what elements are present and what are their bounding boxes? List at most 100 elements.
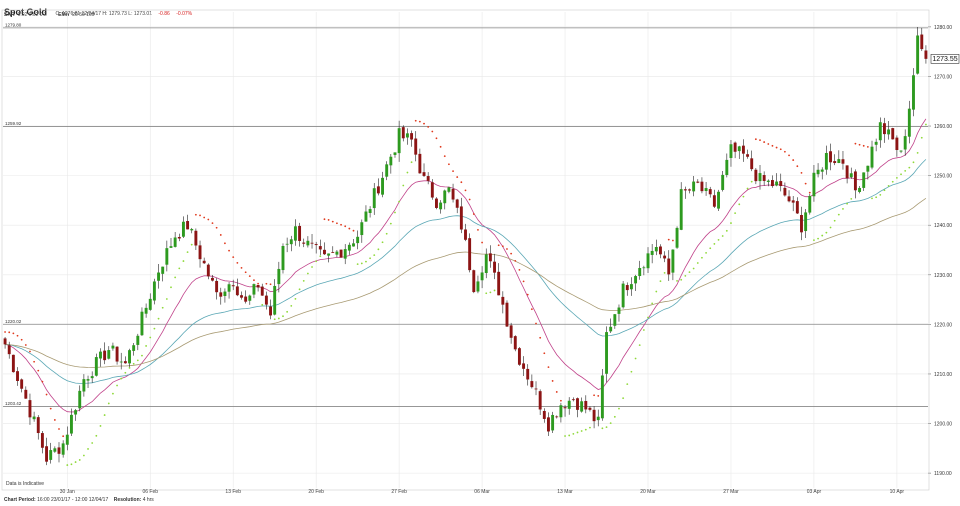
sar-dot	[153, 327, 156, 330]
candle	[530, 374, 534, 389]
candle	[522, 356, 526, 376]
sar-dot	[174, 276, 177, 279]
candle-body	[621, 283, 625, 308]
candle-body	[45, 446, 49, 462]
candle-body	[74, 410, 78, 415]
candle	[343, 244, 347, 265]
candle-body	[148, 298, 152, 310]
candle-body	[90, 376, 94, 379]
candle-body	[426, 176, 430, 181]
candle-body	[451, 188, 455, 200]
sar-dot	[253, 279, 255, 282]
sar-dot	[808, 191, 811, 194]
sar-dot	[584, 428, 587, 431]
candle-body	[849, 173, 853, 178]
candle	[663, 251, 667, 263]
candle	[584, 395, 588, 414]
sar-dot	[667, 238, 670, 241]
candle	[866, 165, 870, 180]
candle-body	[368, 209, 372, 213]
candle	[505, 300, 509, 328]
sar-dot	[891, 180, 894, 183]
sar-dot	[696, 262, 699, 264]
candle-body	[310, 242, 314, 244]
candle-body	[223, 291, 227, 296]
candle	[78, 385, 82, 412]
sar-dot	[20, 338, 23, 341]
candle	[123, 356, 127, 364]
sar-dot	[485, 292, 488, 295]
candle	[206, 263, 210, 280]
sar-dot	[8, 331, 11, 334]
candle	[721, 170, 725, 192]
candle	[874, 138, 878, 152]
x-tick-label: 30 Jan	[60, 489, 75, 495]
candle-body	[264, 295, 268, 305]
sar-dot	[74, 461, 77, 463]
sar-dot	[506, 248, 508, 250]
sar-dot	[663, 271, 666, 274]
sar-dot	[360, 262, 363, 265]
candle-body	[770, 180, 774, 187]
candle-body	[277, 268, 281, 285]
sar-dot	[754, 138, 757, 141]
candle	[219, 287, 223, 305]
candle	[144, 303, 148, 318]
candle	[924, 45, 928, 64]
candle	[16, 367, 19, 386]
candle	[600, 368, 604, 421]
candle	[895, 135, 899, 157]
candle	[397, 120, 401, 162]
sar-dot	[576, 431, 579, 434]
sar-dot	[203, 216, 206, 219]
candle	[347, 242, 351, 255]
candle	[86, 375, 90, 388]
candle-body	[845, 165, 849, 179]
candle	[820, 167, 824, 180]
candle	[298, 222, 302, 247]
ema-20-line	[5, 118, 927, 413]
sar-dot	[883, 189, 886, 192]
candle-body	[273, 285, 277, 315]
x-tick-label: 13 Feb	[225, 489, 241, 495]
candle	[252, 283, 256, 299]
candle	[235, 278, 239, 297]
axes	[1, 9, 930, 491]
candle	[140, 307, 144, 336]
candle	[476, 275, 480, 294]
sar-dot	[141, 354, 143, 357]
candle	[323, 242, 326, 256]
candle	[115, 346, 119, 365]
candle-body	[435, 198, 438, 208]
candle-body	[53, 448, 57, 452]
candle	[339, 249, 343, 258]
candle-body	[248, 295, 252, 301]
candle-body	[244, 296, 248, 302]
sar-dot	[265, 282, 268, 285]
candle	[318, 239, 322, 256]
sar-dot	[431, 130, 434, 133]
candle	[625, 282, 629, 296]
candle-body	[795, 201, 799, 214]
sar-dot	[306, 272, 309, 275]
candle-body	[94, 357, 98, 376]
candle-body	[671, 249, 675, 273]
sar-dot	[377, 248, 380, 251]
sar-dot	[215, 226, 218, 229]
sar-dot	[547, 366, 550, 369]
candle-body	[152, 281, 156, 301]
candle-body	[862, 172, 866, 188]
candle-body	[405, 133, 409, 138]
candle-body	[364, 211, 368, 222]
candle-body	[866, 165, 870, 172]
candle-body	[808, 195, 812, 213]
sar-dot	[435, 137, 438, 140]
y-tick-label: 1200.00	[934, 422, 952, 428]
candle-body	[132, 345, 136, 351]
candle-body	[783, 187, 787, 196]
resolution-label: Resolution:	[113, 497, 142, 503]
ema-100-line	[5, 197, 927, 369]
candle-body	[235, 286, 239, 296]
candle-body	[505, 302, 509, 327]
